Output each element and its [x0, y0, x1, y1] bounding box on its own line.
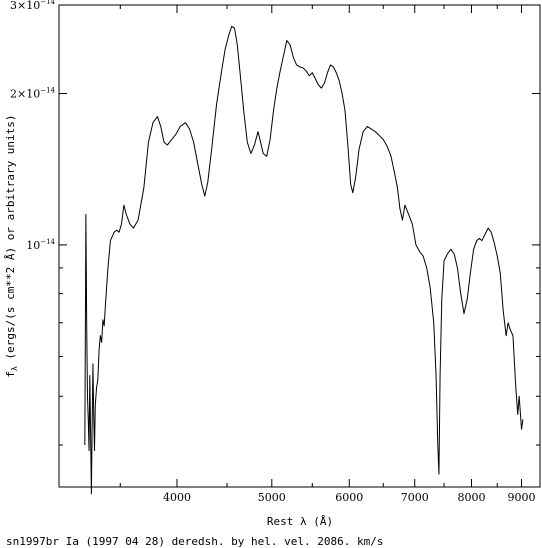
x-axis-ticks: 4000 5000 6000 7000 8000 9000 — [119, 5, 536, 504]
x-tick-label: 7000 — [401, 491, 429, 504]
caption: sn1997br Ia (1997 04 28) deredsh. by hel… — [6, 535, 384, 548]
y-tick-exponent: −14 — [40, 238, 55, 246]
x-tick-label: 5000 — [258, 491, 286, 504]
y-axis-label-units: (ergs/(s cm**2 Å) or arbitrary units) — [4, 114, 17, 366]
y-tick-mantissa: 3×10 — [10, 0, 40, 12]
x-tick-label: 9000 — [508, 491, 536, 504]
y-tick-mantissa: 10 — [26, 239, 40, 252]
spectrum-line — [84, 25, 524, 495]
y-axis-label-f: f — [4, 371, 17, 378]
y-tick-mantissa: 2×10 — [10, 88, 40, 101]
y-tick-label: 10−14 — [26, 238, 55, 252]
x-tick-label: 8000 — [457, 491, 485, 504]
x-axis-label: Rest λ (Å) — [267, 515, 333, 528]
y-tick-exponent: −14 — [40, 0, 55, 6]
y-axis-ticks: 10−142×10−143×10−14 — [10, 0, 540, 446]
x-tick-label: 6000 — [335, 491, 363, 504]
y-axis-label: fλ (ergs/(s cm**2 Å) or arbitrary units) — [4, 114, 19, 377]
y-tick-label: 3×10−14 — [10, 0, 56, 12]
y-axis-label-subscript: λ — [10, 366, 19, 371]
y-tick-exponent: −14 — [40, 87, 55, 95]
y-tick-label: 2×10−14 — [10, 87, 56, 101]
x-tick-label: 4000 — [163, 491, 191, 504]
plot-frame — [58, 4, 541, 488]
